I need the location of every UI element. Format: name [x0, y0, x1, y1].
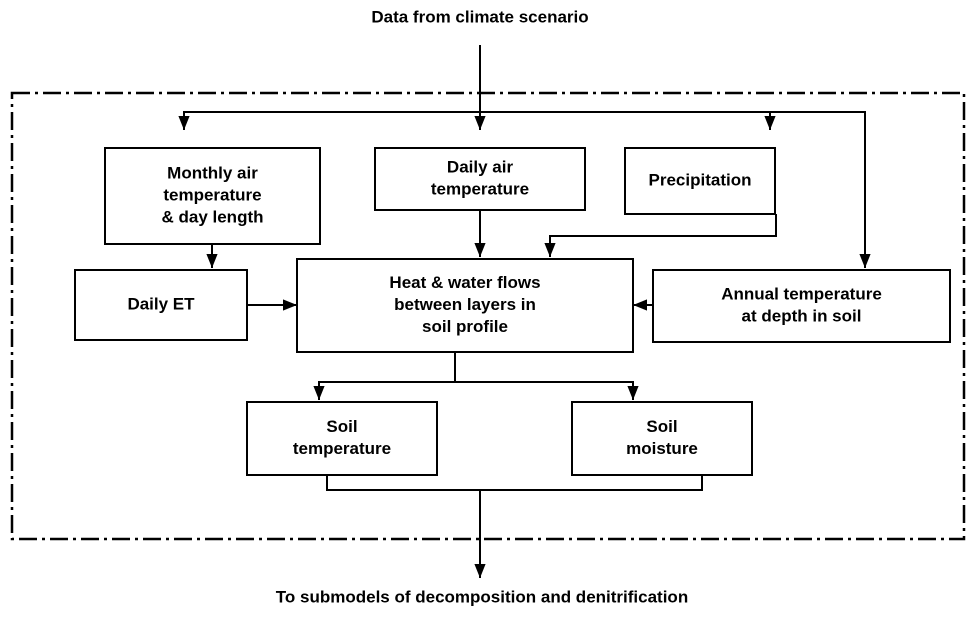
node-label: at depth in soil — [742, 306, 862, 325]
node-box — [74, 269, 248, 341]
node-label: Daily ET — [127, 294, 195, 313]
node-box — [624, 147, 776, 215]
node-label: Precipitation — [649, 170, 752, 189]
node-box — [296, 258, 634, 353]
node-label: temperature — [431, 179, 529, 198]
node-label: Heat & water flows — [389, 273, 540, 292]
node-label: soil profile — [422, 317, 508, 336]
system-boundary — [10, 91, 966, 541]
node-label: between layers in — [394, 295, 536, 314]
node-box — [104, 147, 321, 245]
node-label: Daily air — [447, 157, 514, 176]
node-label: Soil — [326, 417, 357, 436]
node-label: temperature — [163, 185, 261, 204]
bottom-label: To submodels of decomposition and denitr… — [276, 587, 688, 606]
connectors — [178, 45, 871, 578]
node-box — [652, 269, 951, 343]
node-label: moisture — [626, 439, 698, 458]
node-label: Soil — [646, 417, 677, 436]
node-box — [571, 401, 753, 476]
node-label: Monthly air — [167, 163, 258, 182]
node-label: & day length — [161, 207, 263, 226]
node-box — [374, 147, 586, 211]
node-label: Annual temperature — [721, 284, 882, 303]
node-label: temperature — [293, 439, 391, 458]
node-box — [246, 401, 438, 476]
top-label: Data from climate scenario — [371, 7, 588, 26]
